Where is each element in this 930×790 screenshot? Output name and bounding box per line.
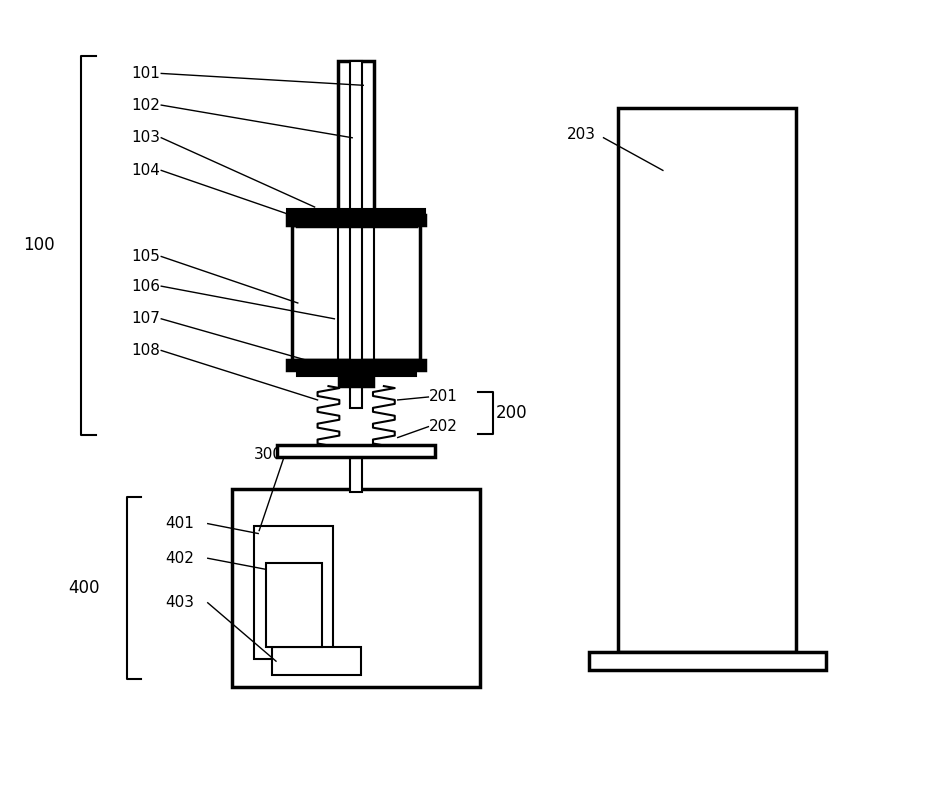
Bar xyxy=(286,215,425,225)
Text: 400: 400 xyxy=(68,579,100,597)
Bar xyxy=(339,61,374,214)
Text: 104: 104 xyxy=(131,163,161,178)
Text: 403: 403 xyxy=(166,596,194,611)
Bar xyxy=(286,209,425,215)
Bar xyxy=(266,563,322,647)
Bar xyxy=(351,457,362,492)
Text: 201: 201 xyxy=(429,389,458,404)
Bar xyxy=(618,108,796,653)
Bar xyxy=(254,525,333,659)
Text: 402: 402 xyxy=(166,551,194,566)
Bar xyxy=(339,376,374,386)
Text: 100: 100 xyxy=(22,236,54,254)
Text: 106: 106 xyxy=(131,279,161,294)
Bar xyxy=(297,214,416,226)
Bar xyxy=(232,489,480,687)
Bar xyxy=(589,653,826,670)
Bar xyxy=(277,446,435,457)
Text: 200: 200 xyxy=(496,404,527,422)
Bar xyxy=(286,360,425,371)
Bar xyxy=(297,371,416,376)
Text: 203: 203 xyxy=(567,127,596,142)
Text: 300: 300 xyxy=(254,447,284,462)
Bar xyxy=(351,61,362,408)
Bar xyxy=(292,225,420,360)
Text: 401: 401 xyxy=(166,516,194,531)
Text: 101: 101 xyxy=(131,66,161,81)
Text: 105: 105 xyxy=(131,249,161,264)
Text: 103: 103 xyxy=(131,130,161,145)
Bar xyxy=(272,647,361,675)
Text: 108: 108 xyxy=(131,343,161,358)
Text: 202: 202 xyxy=(429,419,458,434)
Text: 102: 102 xyxy=(131,98,161,113)
Text: 107: 107 xyxy=(131,311,161,326)
